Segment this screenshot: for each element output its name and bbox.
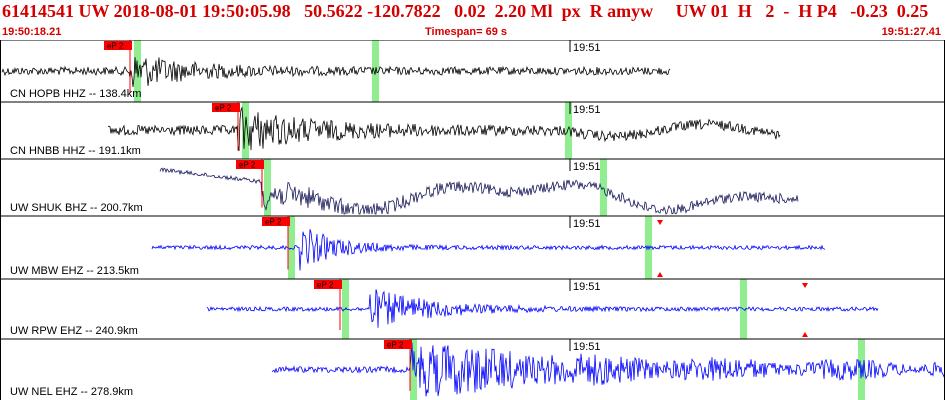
pick-marker[interactable] <box>212 103 240 112</box>
trace-panel[interactable]: eP 2 19:51 UW NEL EHZ -- 278.9km <box>0 338 945 400</box>
time-tick-label: 19:51 <box>573 218 601 230</box>
trace-panel[interactable]: eP 2 19:51 UW SHUK BHZ -- 200.7km <box>0 158 945 216</box>
pick-label: eP 2 <box>215 104 232 113</box>
amplitude-marker <box>802 283 808 288</box>
event-header: 61414541 UW 2018-08-01 19:50:05.98 50.56… <box>0 0 945 40</box>
trace-panel[interactable]: eP 2 19:51 UW RPW EHZ -- 240.9km <box>0 278 945 339</box>
window-marker <box>565 102 572 159</box>
time-tick-label: 19:51 <box>573 42 601 54</box>
waveform <box>151 229 826 271</box>
waveform <box>108 106 781 152</box>
timespan-label: Timespan= 69 s <box>425 26 508 38</box>
window-marker <box>242 102 249 159</box>
pick-marker[interactable] <box>384 340 412 349</box>
waveform <box>271 342 945 397</box>
trace-label: CN HNBB HHZ -- 191.1km <box>10 145 141 157</box>
window-marker <box>288 216 295 279</box>
trace-label: CN HOPB HHZ -- 138.4km <box>10 88 141 100</box>
window-marker <box>410 339 417 400</box>
pick-marker[interactable] <box>104 41 132 50</box>
time-tick-label: 19:51 <box>573 281 601 293</box>
pick-label: eP 2 <box>107 42 124 51</box>
trace-panel[interactable]: eP 2 19:51 UW MBW EHZ -- 213.5km <box>0 215 945 279</box>
pick-marker[interactable] <box>262 217 290 226</box>
amplitude-marker <box>657 272 663 277</box>
end-time: 19:51:27.41 <box>881 26 941 38</box>
trace-label: UW SHUK BHZ -- 200.7km <box>10 202 143 214</box>
waveform <box>206 289 879 328</box>
time-tick-label: 19:51 <box>573 161 601 173</box>
window-marker <box>600 159 607 216</box>
start-time: 19:50:18.21 <box>2 26 62 38</box>
amplitude-marker <box>802 332 808 337</box>
waveform <box>1 57 671 88</box>
window-marker <box>264 159 271 216</box>
pick-label: eP 2 <box>265 218 282 227</box>
event-summary: 61414541 UW 2018-08-01 19:50:05.98 50.56… <box>2 1 929 21</box>
trace-label: UW MBW EHZ -- 213.5km <box>10 265 139 277</box>
trace-label: UW NEL EHZ -- 278.9km <box>10 386 133 398</box>
pick-label: eP 2 <box>387 341 404 350</box>
pick-marker[interactable] <box>236 160 264 169</box>
amplitude-marker <box>657 220 663 225</box>
waveform <box>159 167 799 215</box>
seismogram-panel[interactable]: eP 2 19:51 CN HOPB HHZ -- 138.4km eP 2 19:51… <box>0 40 945 400</box>
trace-label: UW RPW EHZ -- 240.9km <box>10 325 138 337</box>
trace-panel[interactable]: eP 2 19:51 CN HNBB HHZ -- 191.1km <box>0 101 945 159</box>
time-tick-label: 19:51 <box>573 104 601 116</box>
pick-marker[interactable] <box>314 280 342 289</box>
pick-label: eP 2 <box>317 281 334 290</box>
trace-panel[interactable]: eP 2 19:51 CN HOPB HHZ -- 138.4km <box>0 40 945 102</box>
time-tick-label: 19:51 <box>573 341 601 353</box>
pick-label: eP 2 <box>239 161 256 170</box>
